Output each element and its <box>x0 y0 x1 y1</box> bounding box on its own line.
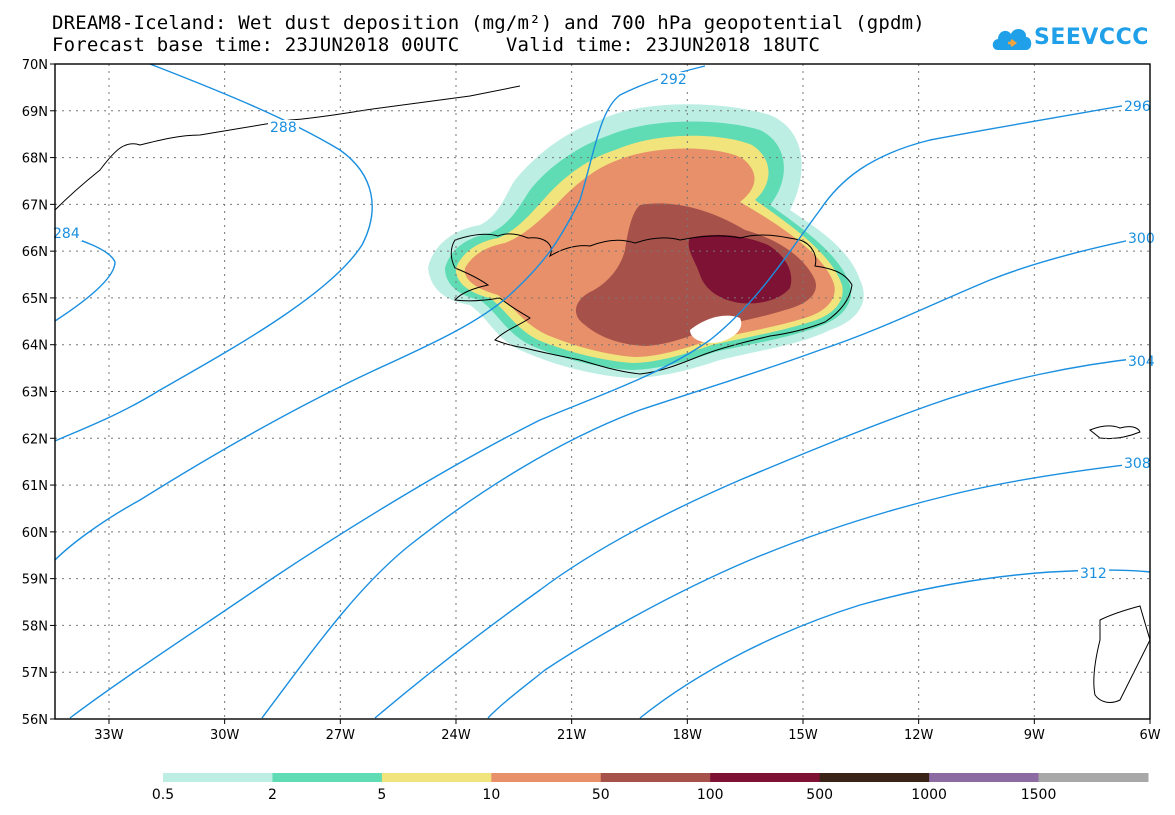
geopotential-contours <box>54 63 1151 719</box>
color-bar-label: 1000 <box>911 787 947 803</box>
contour-300 <box>261 235 1151 719</box>
color-bar-label: 100 <box>697 787 724 803</box>
color-bar-label: 2 <box>268 787 277 803</box>
scotland-coastline <box>1093 605 1151 703</box>
contour-label: 296 <box>1124 99 1151 115</box>
color-bar-segment <box>381 773 492 782</box>
color-bar-label: 50 <box>592 787 610 803</box>
contour-label: 288 <box>270 120 297 136</box>
contour-label-bg <box>1122 456 1153 471</box>
contour-284-a <box>54 233 116 322</box>
contour-label: 284 <box>53 226 80 242</box>
lon-label: 24W <box>441 728 471 743</box>
dust-layer-100 <box>688 234 792 304</box>
lat-label: 61N <box>22 479 48 494</box>
lat-label: 62N <box>22 432 48 447</box>
longitude-labels: 33W 30W 27W 24W 21W 18W 15W 12W 9W 6W <box>94 728 1160 743</box>
color-bar-label: 0.5 <box>152 787 174 803</box>
faroe-islands-coastline <box>1089 425 1141 439</box>
axis-ticks <box>50 63 1151 724</box>
contour-label-bg <box>658 72 689 87</box>
contour-label-bg <box>268 120 299 135</box>
contour-labels: 284 288 292 296 300 304 308 312 <box>51 72 1157 582</box>
dust-layer-50 <box>575 203 816 346</box>
contour-label-bg <box>1126 354 1157 369</box>
contour-label: 308 <box>1124 456 1151 472</box>
contour-label: 300 <box>1128 231 1155 247</box>
lon-label: 18W <box>673 728 703 743</box>
color-bar-label: 10 <box>482 787 500 803</box>
contour-label: 292 <box>660 72 687 88</box>
dust-hole-vatnajokull <box>690 315 742 343</box>
color-bar-segment <box>272 773 383 782</box>
cloud-icon <box>992 28 1032 50</box>
dust-patch-west-2 <box>615 306 635 318</box>
lon-label: 33W <box>94 728 124 743</box>
contour-304 <box>374 356 1151 719</box>
lon-label: 27W <box>326 728 356 743</box>
lon-label: 21W <box>557 728 587 743</box>
dust-patch-west-4 <box>650 329 670 343</box>
contour-label: 304 <box>1128 354 1155 370</box>
color-bar-segment <box>929 773 1040 782</box>
color-bar-segment <box>600 773 711 782</box>
contour-label-bg <box>1122 99 1153 114</box>
lat-label: 63N <box>22 386 48 401</box>
color-bar-labels: 0.5 2 5 10 50 100 500 1000 1500 <box>152 787 1057 803</box>
lat-label: 68N <box>22 152 48 167</box>
map-title-line-1: DREAM8-Iceland: Wet dust deposition (mg/… <box>52 12 925 34</box>
latitude-labels: 70N 69N 68N 67N 66N 65N 64N 63N 62N 61N 60N 59N 58N 5… <box>22 58 48 728</box>
color-bar-segment <box>491 773 602 782</box>
color-bar-segment <box>710 773 821 782</box>
map-title-line-2: Forecast base time: 23JUN2018 00UTC Vali… <box>52 34 821 56</box>
logo-text: SEEVCCC <box>1034 25 1149 50</box>
dust-deposition-field <box>428 104 864 379</box>
contour-292 <box>54 65 706 561</box>
lat-label: 67N <box>22 198 48 213</box>
lat-label: 58N <box>22 619 48 634</box>
seevccc-logo: SEEVCCC <box>990 20 1150 56</box>
lat-label: 66N <box>22 245 48 260</box>
contour-label-bg <box>1126 231 1157 246</box>
lat-label: 64N <box>22 339 48 354</box>
contour-308 <box>487 461 1151 719</box>
color-bar <box>163 773 1149 782</box>
lat-label: 70N <box>22 58 48 73</box>
contour-label-bg <box>1078 566 1109 581</box>
color-bar-segment <box>163 773 273 782</box>
contour-label-bg <box>51 226 82 241</box>
color-bar-label: 500 <box>806 787 833 803</box>
lon-label: 15W <box>788 728 818 743</box>
dust-patch-west-1 <box>584 298 612 314</box>
lon-label: 9W <box>1024 728 1045 743</box>
contour-288 <box>54 63 373 442</box>
contour-296 <box>69 100 1151 719</box>
lon-label: 12W <box>904 728 934 743</box>
contour-label: 312 <box>1080 566 1107 582</box>
color-bar-label: 5 <box>377 787 386 803</box>
lon-label: 30W <box>210 728 240 743</box>
lon-label: 6W <box>1139 728 1160 743</box>
lat-label: 60N <box>22 526 48 541</box>
greenland-coastline <box>54 85 521 211</box>
lat-label: 69N <box>22 105 48 120</box>
dust-patch-west-3 <box>650 306 686 326</box>
lat-label: 56N <box>22 713 48 728</box>
color-bar-segment <box>819 773 930 782</box>
lat-label: 57N <box>22 666 48 681</box>
color-bar-segment <box>1038 773 1149 782</box>
contour-312 <box>639 569 1151 719</box>
lat-label: 65N <box>22 292 48 307</box>
color-bar-label: 1500 <box>1021 787 1057 803</box>
lat-label: 59N <box>22 573 48 588</box>
